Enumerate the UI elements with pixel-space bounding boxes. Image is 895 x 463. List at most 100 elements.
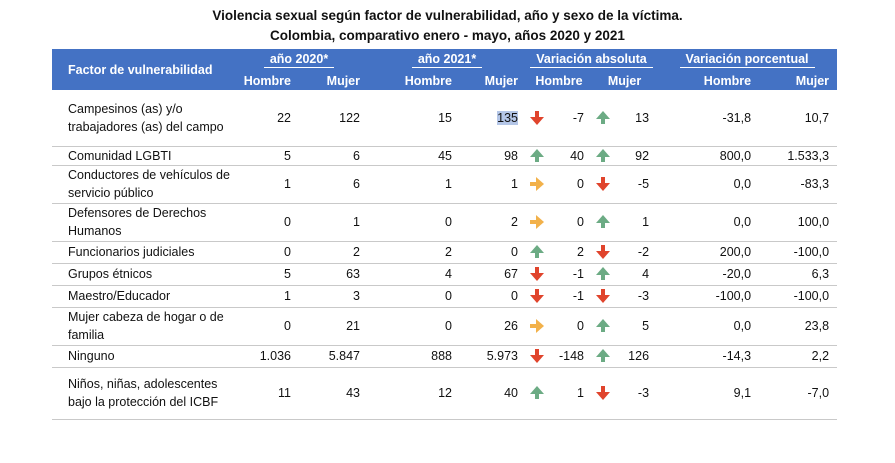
var-pct-hombre: -14,3 (657, 345, 760, 368)
var-abs-mujer: -5 (614, 165, 658, 204)
var-pct-mujer: 100,0 (759, 203, 838, 242)
arrow-down-icon-cell (592, 367, 614, 420)
hombre-2021: 0 (368, 285, 460, 308)
var-abs-mujer: 4 (614, 263, 658, 286)
arrow-right-icon-cell (526, 203, 548, 242)
header-mujer: Mujer (759, 71, 838, 90)
var-abs-mujer: -3 (614, 285, 658, 308)
arrow-up-icon (596, 267, 610, 280)
header-row-groups: Factor de vulnerabilidad año 2020* año 2… (52, 49, 838, 90)
arrow-up-icon (530, 148, 544, 162)
mujer-2020: 63 (299, 263, 368, 286)
arrow-down-icon-cell (526, 285, 548, 308)
var-pct-mujer: 6,3 (759, 263, 838, 286)
hombre-2020: 11 (230, 367, 299, 420)
arrow-up-icon (596, 148, 610, 162)
var-pct-hombre: 0,0 (657, 307, 760, 346)
hombre-2020: 1.036 (230, 345, 299, 368)
factor-label: Mujer cabeza de hogar o de familia (52, 307, 230, 346)
header-mujer: Mujer (299, 71, 368, 90)
factor-label: Funcionarios judiciales (52, 241, 230, 264)
var-abs-mujer: -2 (614, 241, 658, 264)
mujer-2020: 3 (299, 285, 368, 308)
hombre-2020: 0 (230, 307, 299, 346)
factor-label: Campesinos (as) y/o trabajadores (as) de… (52, 90, 230, 147)
factor-label: Maestro/Educador (52, 285, 230, 308)
header-row-sex: Hombre Mujer Hombre Mujer Hombre Mujer H… (52, 71, 838, 90)
mujer-2021: 40 (460, 367, 526, 420)
mujer-2021: 0 (460, 285, 526, 308)
table-subtitle: Colombia, comparativo enero - mayo, años… (270, 28, 625, 43)
var-abs-hombre: -1 (548, 285, 592, 308)
arrow-down-icon (596, 386, 610, 400)
var-pct-mujer: -100,0 (759, 241, 838, 264)
arrow-down-icon-cell (592, 285, 614, 308)
arrow-down-icon-cell (592, 165, 614, 204)
mujer-2020: 43 (299, 367, 368, 420)
var-abs-mujer: 13 (614, 90, 658, 147)
arrow-up-icon (596, 319, 610, 332)
var-abs-hombre: 0 (548, 203, 592, 242)
var-abs-mujer: 1 (614, 203, 658, 242)
mujer-2020: 6 (299, 165, 368, 204)
factor-label: Defensores de Derechos Humanos (52, 203, 230, 242)
arrow-up-icon (530, 386, 544, 399)
mujer-2021: 5.973 (460, 345, 526, 368)
header-mujer: Mujer (592, 71, 658, 90)
arrow-up-icon (596, 349, 610, 362)
arrow-right-icon (530, 319, 544, 334)
mujer-2020: 2 (299, 241, 368, 264)
mujer-2021: 0 (460, 241, 526, 264)
vulnerability-table: Factor de vulnerabilidad año 2020* año 2… (52, 49, 838, 420)
table-row: Conductores de vehículos de servicio púb… (52, 165, 838, 204)
table-row: Comunidad LGBTI 5 6 45 98 40 92 800,0 1.533,3 (52, 146, 838, 166)
header-hombre: Hombre (368, 71, 460, 90)
var-pct-hombre: 0,0 (657, 165, 760, 204)
header-factor: Factor de vulnerabilidad (52, 49, 230, 90)
mujer-2020: 6 (299, 146, 368, 166)
var-abs-mujer: 5 (614, 307, 658, 346)
table-title: Violencia sexual según factor de vulnera… (212, 8, 683, 23)
arrow-up-icon-cell (526, 241, 548, 264)
mujer-2021: 26 (460, 307, 526, 346)
var-abs-hombre: 0 (548, 307, 592, 346)
arrow-up-icon-cell (592, 203, 614, 242)
arrow-up-icon-cell (592, 146, 614, 166)
arrow-down-icon (596, 245, 610, 259)
hombre-2020: 0 (230, 241, 299, 264)
factor-label: Grupos étnicos (52, 263, 230, 286)
header-percent-variation: Variación porcentual (657, 49, 838, 71)
arrow-up-icon-cell (526, 146, 548, 166)
mujer-2021: 98 (460, 146, 526, 166)
header-mujer: Mujer (460, 71, 526, 90)
var-abs-mujer: 92 (614, 146, 658, 166)
var-pct-hombre: 9,1 (657, 367, 760, 420)
var-pct-hombre: -100,0 (657, 285, 760, 308)
var-abs-hombre: -7 (548, 90, 592, 147)
table-row: Grupos étnicos 5 63 4 67 -1 4 -20,0 6,3 (52, 263, 838, 286)
hombre-2020: 1 (230, 165, 299, 204)
table-row: Campesinos (as) y/o trabajadores (as) de… (52, 90, 838, 147)
mujer-2021: 67 (460, 263, 526, 286)
mujer-2021: 2 (460, 203, 526, 242)
hombre-2020: 22 (230, 90, 299, 147)
arrow-right-icon (530, 177, 544, 192)
var-abs-hombre: -1 (548, 263, 592, 286)
header-year-2021: año 2021* (368, 49, 526, 71)
var-pct-mujer: -83,3 (759, 165, 838, 204)
arrow-up-icon (596, 215, 610, 228)
hombre-2020: 1 (230, 285, 299, 308)
hombre-2021: 12 (368, 367, 460, 420)
highlighted-value: 135 (497, 110, 518, 125)
table-row: Ninguno 1.036 5.847 888 5.973 -148 126 -14,3 2,2 (52, 345, 838, 368)
arrow-down-icon-cell (526, 345, 548, 368)
var-abs-hombre: 0 (548, 165, 592, 204)
mujer-2021: 135 (460, 90, 526, 147)
arrow-up-icon-cell (592, 263, 614, 286)
hombre-2021: 4 (368, 263, 460, 286)
var-abs-hombre: 1 (548, 367, 592, 420)
arrow-up-icon (596, 110, 610, 124)
hombre-2020: 5 (230, 146, 299, 166)
header-hombre: Hombre (657, 71, 760, 90)
factor-label: Conductores de vehículos de servicio púb… (52, 165, 230, 204)
